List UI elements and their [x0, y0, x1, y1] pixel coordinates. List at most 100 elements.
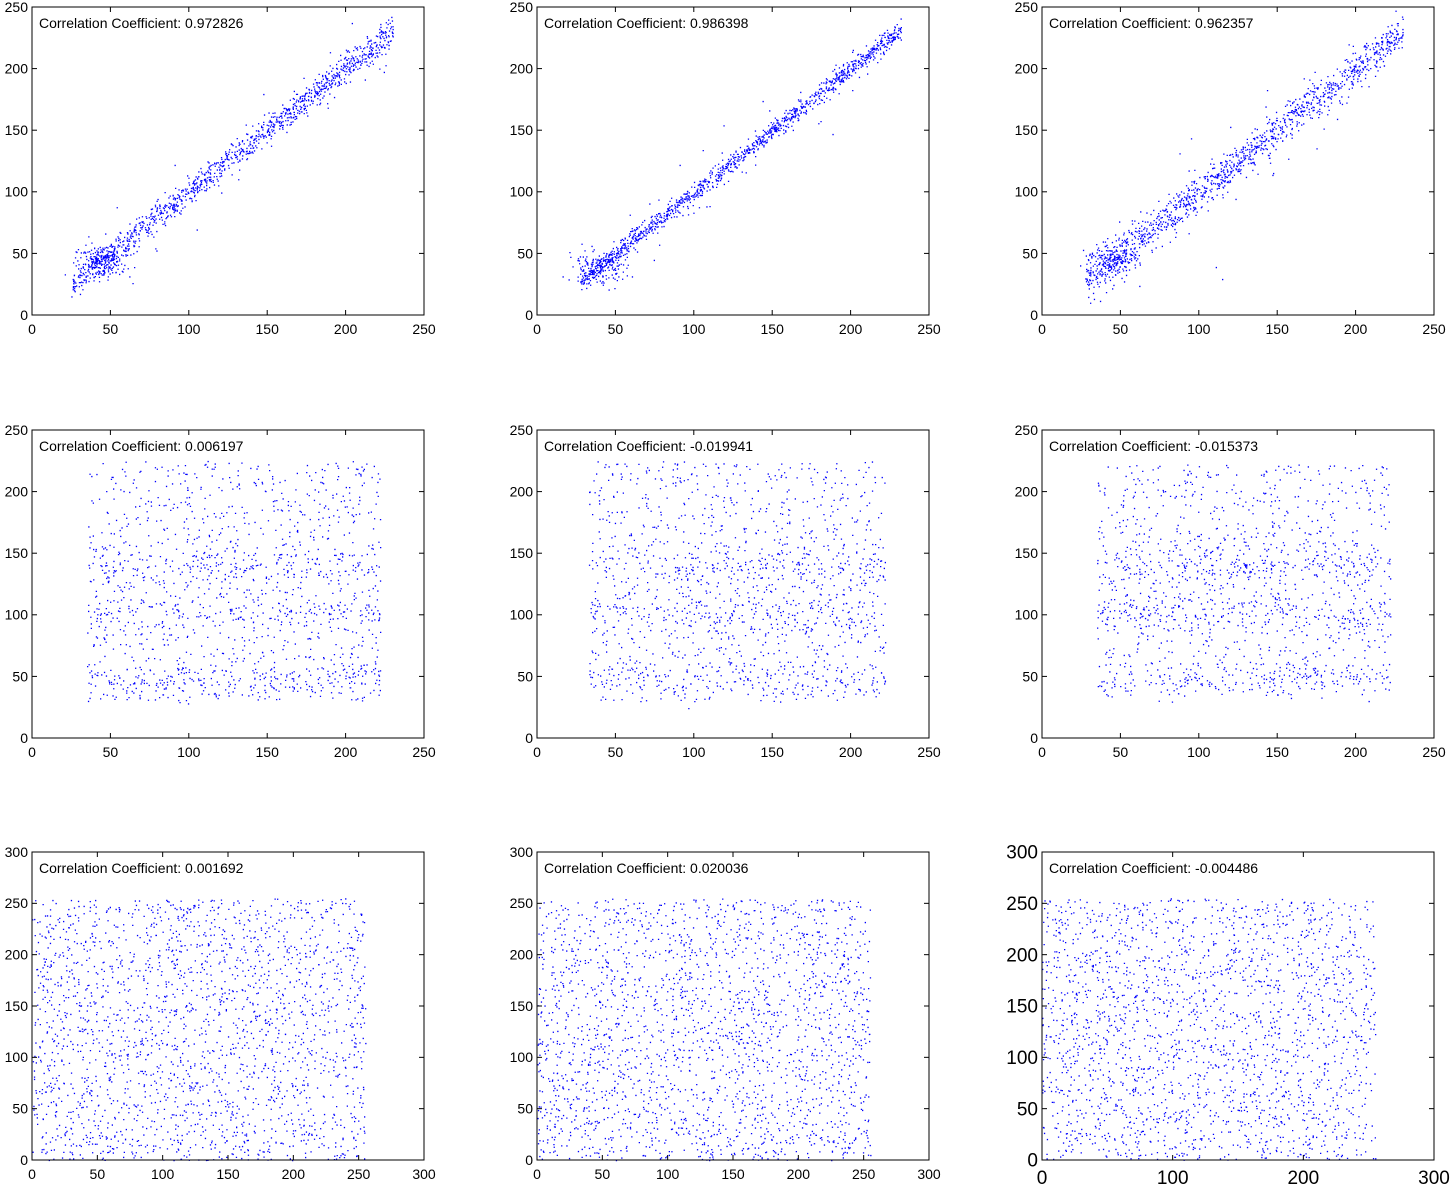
- correlation-annotation: Correlation Coefficient: 0.001692: [39, 860, 244, 876]
- x-tick-label: 200: [839, 321, 863, 337]
- scatter-points: [87, 460, 382, 705]
- y-tick-label: 100: [5, 184, 29, 200]
- y-tick-label: 0: [20, 1152, 28, 1168]
- y-tick-label: 50: [12, 668, 28, 684]
- y-tick-label: 250: [1006, 894, 1038, 915]
- x-tick-label: 100: [177, 321, 201, 337]
- x-tick-label: 250: [852, 1166, 876, 1182]
- x-tick-label: 50: [90, 1166, 106, 1182]
- scatter-points: [537, 898, 872, 1162]
- scatter-panel-4: 0 50 100 150 200 250 0 50 100 150 200 250 Correlatio…: [5, 422, 436, 760]
- x-tick-label: 100: [1187, 744, 1211, 760]
- correlation-annotation: Correlation Coefficient: -0.015373: [1049, 438, 1258, 454]
- y-tick-label: 100: [5, 607, 29, 623]
- scatter-panel-6: 0 50 100 150 200 250 0 50 100 150 200 250 Correlatio…: [1015, 422, 1446, 760]
- x-tick-label: 250: [917, 321, 941, 337]
- x-tick-label: 250: [1422, 744, 1446, 760]
- x-tick-label: 250: [412, 744, 436, 760]
- y-tick-label: 0: [525, 1152, 533, 1168]
- scatter-point-cloud: [537, 898, 872, 1162]
- scatter-panel-7: 0 50 100 150 200 250 300 0 50 100 150 200 250 300 Corr…: [5, 844, 436, 1182]
- y-tick-label: 200: [510, 947, 534, 963]
- plot-frame: [31, 429, 425, 739]
- x-tick-label: 100: [177, 744, 201, 760]
- x-tick-label: 200: [334, 744, 358, 760]
- y-tick-label: 300: [1006, 843, 1038, 864]
- scatter-point-cloud: [588, 461, 887, 710]
- x-tick-label: 50: [1113, 744, 1129, 760]
- scatter-points: [1042, 898, 1377, 1161]
- correlation-annotation: Correlation Coefficient: -0.019941: [544, 438, 753, 454]
- y-tick-label: 200: [1015, 61, 1039, 77]
- x-tick-label: 200: [1344, 321, 1368, 337]
- x-tick-label: 150: [761, 744, 785, 760]
- x-tick-label: 0: [28, 744, 36, 760]
- scatter-point-cloud: [562, 18, 902, 291]
- y-tick-label: 100: [1015, 607, 1039, 623]
- x-tick-label: 100: [682, 744, 706, 760]
- x-tick-label: 150: [761, 321, 785, 337]
- y-tick-label: 150: [510, 998, 534, 1014]
- x-tick-label: 100: [656, 1166, 680, 1182]
- x-tick-label: 300: [1418, 1168, 1450, 1189]
- x-tick-label: 200: [334, 321, 358, 337]
- correlation-annotation: Correlation Coefficient: 0.962357: [1049, 15, 1254, 31]
- y-tick-label: 150: [1015, 545, 1039, 561]
- y-tick-label: 50: [517, 1101, 533, 1117]
- y-tick-label: 100: [5, 1049, 29, 1065]
- y-tick-label: 100: [1015, 184, 1039, 200]
- x-tick-label: 0: [533, 744, 541, 760]
- y-tick-label: 250: [510, 422, 534, 438]
- y-tick-label: 0: [20, 307, 28, 323]
- y-tick-label: 50: [517, 668, 533, 684]
- scatter-point-cloud: [1097, 464, 1392, 703]
- x-tick-label: 150: [256, 744, 280, 760]
- y-tick-label: 100: [1006, 1048, 1038, 1069]
- x-tick-label: 200: [787, 1166, 811, 1182]
- scatter-points: [64, 16, 394, 298]
- x-tick-label: 200: [282, 1166, 306, 1182]
- y-tick-label: 250: [1015, 422, 1039, 438]
- scatter-points: [1080, 10, 1404, 304]
- plot-frame: [1041, 851, 1435, 1161]
- x-tick-label: 100: [1157, 1168, 1189, 1189]
- x-tick-label: 50: [103, 321, 119, 337]
- x-tick-label: 0: [1037, 1168, 1048, 1189]
- plot-frame: [536, 6, 930, 316]
- y-tick-label: 200: [510, 61, 534, 77]
- plot-frame: [1041, 429, 1435, 739]
- y-tick-label: 150: [5, 545, 29, 561]
- x-tick-label: 150: [1266, 744, 1290, 760]
- y-tick-label: 250: [1015, 0, 1039, 15]
- y-tick-label: 250: [510, 0, 534, 15]
- y-tick-label: 200: [5, 61, 29, 77]
- y-tick-label: 200: [1006, 945, 1038, 966]
- scatter-panel-8: 0 50 100 150 200 250 300 0 50 100 150 200 250 300 Corr…: [510, 844, 941, 1182]
- x-tick-label: 50: [595, 1166, 611, 1182]
- y-tick-label: 250: [510, 895, 534, 911]
- scatter-panel-3: 0 50 100 150 200 250 0 50 100 150 200 250 Correlatio…: [1015, 0, 1446, 337]
- y-tick-label: 50: [12, 1101, 28, 1117]
- scatter-points: [562, 18, 902, 291]
- plot-frame: [31, 6, 425, 316]
- y-tick-label: 100: [510, 1049, 534, 1065]
- scatter-point-cloud: [87, 460, 382, 705]
- y-tick-label: 150: [510, 122, 534, 138]
- y-tick-label: 100: [510, 607, 534, 623]
- y-tick-label: 150: [5, 122, 29, 138]
- x-tick-label: 150: [256, 321, 280, 337]
- x-tick-label: 50: [103, 744, 119, 760]
- x-tick-label: 0: [1038, 321, 1046, 337]
- y-tick-label: 200: [5, 947, 29, 963]
- y-tick-label: 200: [1015, 484, 1039, 500]
- scatter-point-cloud: [64, 16, 394, 298]
- y-tick-label: 0: [1030, 307, 1038, 323]
- scatter-point-cloud: [1080, 10, 1404, 304]
- scatter-points: [1097, 464, 1392, 703]
- x-tick-label: 200: [1287, 1168, 1319, 1189]
- correlation-annotation: Correlation Coefficient: 0.006197: [39, 438, 244, 454]
- y-tick-label: 200: [5, 484, 29, 500]
- x-tick-label: 50: [608, 321, 624, 337]
- x-tick-label: 150: [721, 1166, 745, 1182]
- y-tick-label: 150: [510, 545, 534, 561]
